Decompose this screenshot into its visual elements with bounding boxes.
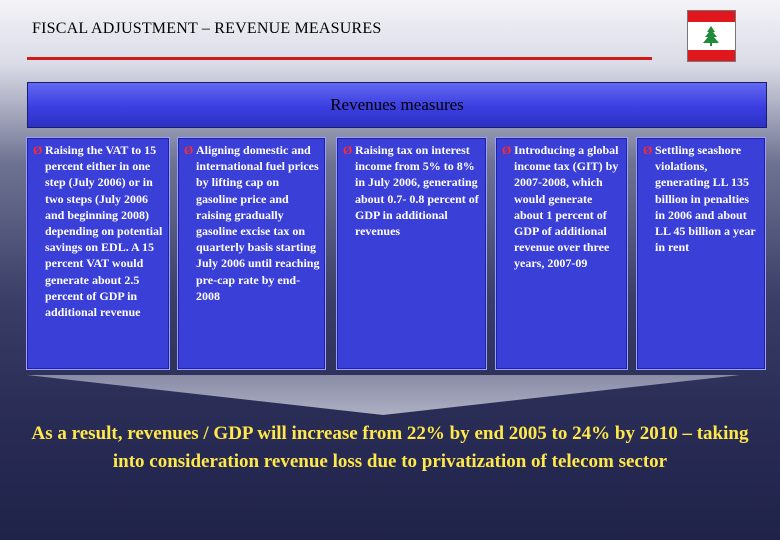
title-underline [27,57,652,60]
revenue-measures-banner: Revenues measures [27,82,767,128]
lebanon-flag-icon [687,10,736,62]
measure-text: Introducing a global income tax (GIT) by… [514,143,619,271]
arrowhead-bullet-icon: Ø [643,143,653,157]
arrowhead-bullet-icon: Ø [33,143,43,157]
measure-panel-interest-tax: Ø Raising tax on interest income from 5% … [336,137,487,370]
result-statement: As a result, revenues / GDP will increas… [31,423,749,472]
arrowhead-bullet-icon: Ø [502,143,512,157]
measure-text: Aligning domestic and international fuel… [196,143,320,303]
measure-panel-seashore: Ø Settling seashore violations, generatin… [636,137,766,370]
measure-panel-vat: Ø Raising the VAT to 15 percent either in… [26,137,170,370]
banner-label: Revenues measures [330,95,464,114]
measure-text: Raising the VAT to 15 percent either in … [45,143,163,320]
measure-text: Raising tax on interest income from 5% t… [355,143,479,239]
arrowhead-bullet-icon: Ø [184,143,194,157]
measure-text: Settling seashore violations, generating… [655,143,756,255]
measure-panel-global-income-tax: Ø Introducing a global income tax (GIT) b… [495,137,628,370]
measure-panel-fuel: Ø Aligning domestic and international fue… [177,137,326,370]
arrowhead-bullet-icon: Ø [343,143,353,157]
slide-title: FISCAL ADJUSTMENT – REVENUE MEASURES [32,20,382,37]
